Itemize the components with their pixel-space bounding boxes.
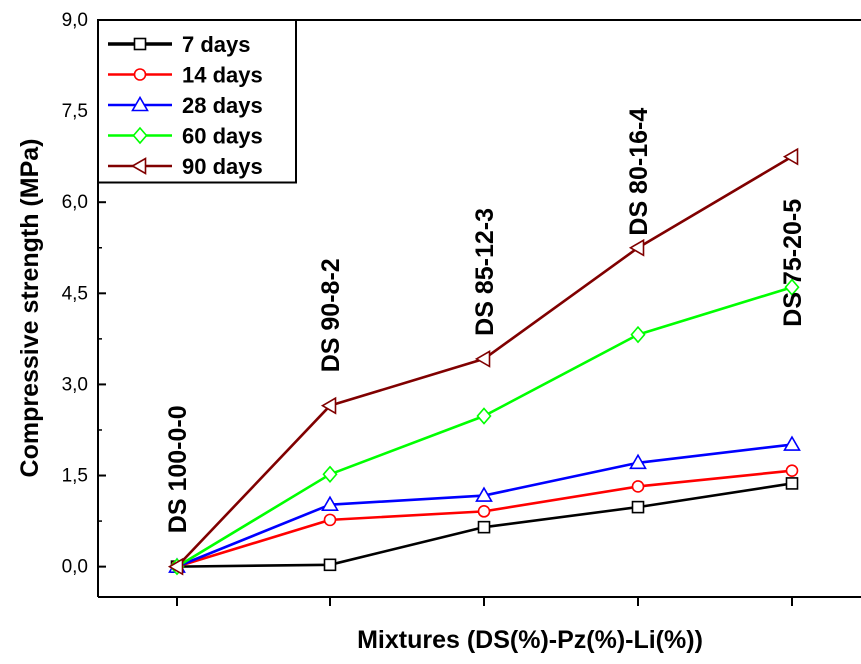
y-tick-label: 6,0	[62, 192, 88, 213]
legend-label: 7 days	[182, 32, 251, 57]
y-axis-title: Compressive strength (MPa)	[16, 139, 44, 478]
legend-marker	[135, 39, 146, 50]
series-line	[177, 471, 792, 567]
x-axis-title: Mixtures (DS(%)-Pz(%)-Li(%))	[357, 626, 703, 654]
mixture-label: DS 75-20-5	[779, 199, 807, 327]
series-28-days	[170, 437, 800, 572]
legend-label: 60 days	[182, 124, 263, 149]
mixture-label: DS 100-0-0	[164, 405, 192, 533]
data-point	[633, 502, 644, 513]
data-point	[479, 506, 490, 517]
legend-label: 90 days	[182, 154, 263, 179]
mixture-label: DS 80-16-4	[625, 108, 653, 236]
data-point	[787, 478, 798, 489]
legend-label: 28 days	[182, 93, 263, 118]
data-point	[479, 522, 490, 533]
mixture-label: DS 90-8-2	[317, 258, 345, 372]
series-14-days	[172, 465, 798, 572]
y-tick-label: 1,5	[62, 466, 88, 487]
legend: 7 days 14 days 28 days 60 days 90 days	[98, 20, 296, 183]
legend-label: 14 days	[182, 63, 263, 88]
data-point	[324, 467, 337, 482]
data-point	[787, 465, 798, 476]
data-point	[633, 481, 644, 492]
data-point	[785, 149, 798, 164]
y-tick-label: 0,0	[62, 557, 88, 578]
y-tick-label: 3,0	[62, 374, 88, 395]
y-tick-label: 9,0	[62, 10, 88, 31]
legend-marker	[135, 69, 146, 80]
data-point	[478, 409, 491, 424]
mixture-label: DS 85-12-3	[471, 208, 499, 336]
y-tick-label: 7,5	[62, 101, 88, 122]
data-point	[785, 437, 800, 450]
data-point	[325, 559, 336, 570]
data-point	[632, 327, 645, 342]
y-tick-label: 4,5	[62, 283, 88, 304]
data-point	[325, 514, 336, 525]
data-point	[477, 351, 490, 366]
